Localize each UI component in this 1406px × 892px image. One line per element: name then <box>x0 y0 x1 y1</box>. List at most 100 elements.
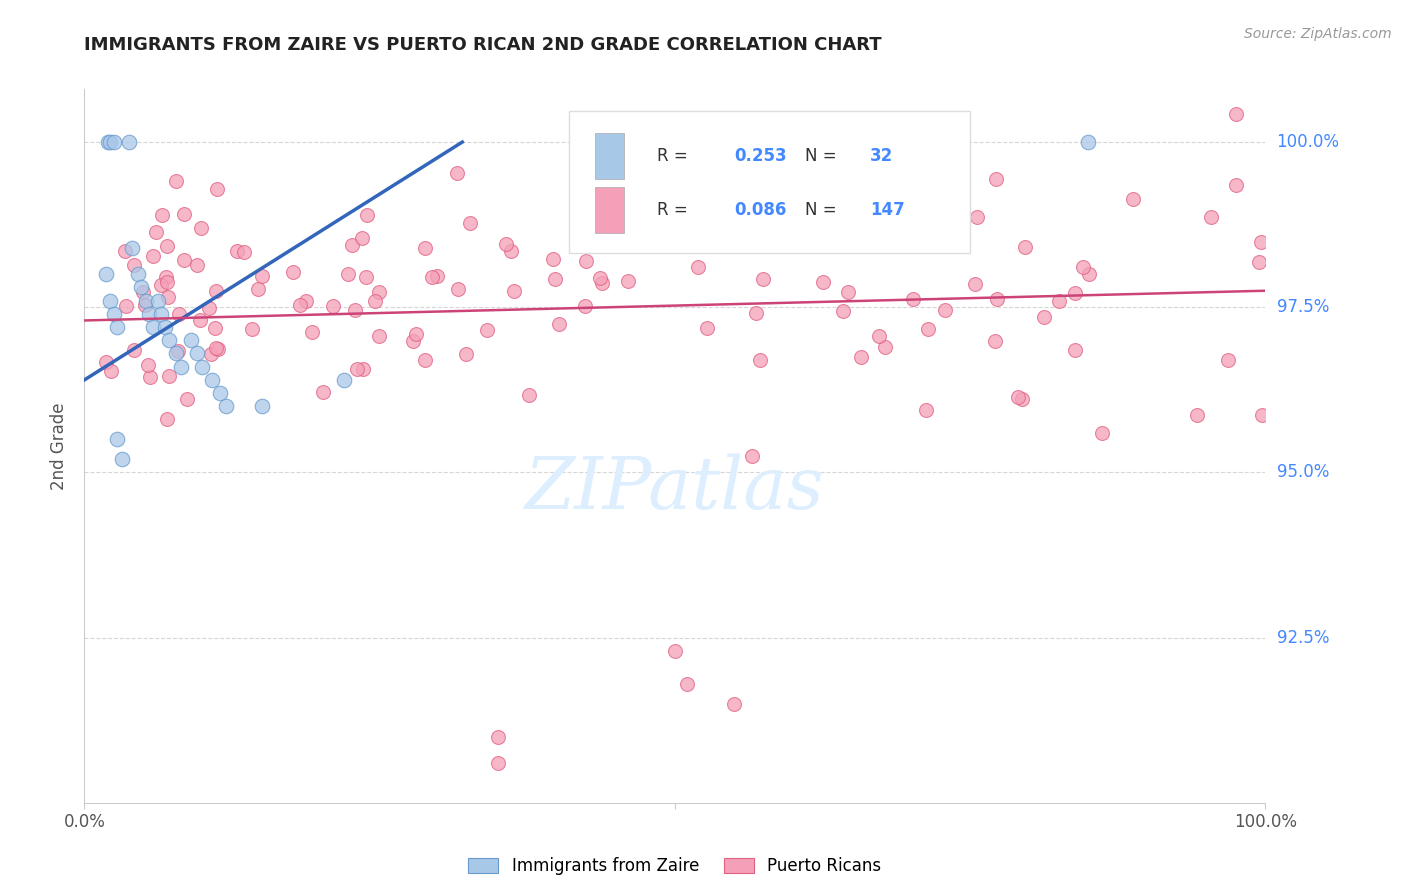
Point <box>723 697 745 711</box>
Point <box>811 179 834 194</box>
Point <box>157 368 180 383</box>
Text: 100.0%: 100.0% <box>1277 133 1340 151</box>
Point <box>1218 353 1240 368</box>
Point <box>1047 294 1070 309</box>
Point <box>173 253 195 268</box>
Text: 32: 32 <box>870 147 893 165</box>
Point <box>984 334 1007 348</box>
Point <box>575 253 598 268</box>
Point <box>186 346 208 360</box>
Point <box>191 359 214 374</box>
Point <box>190 221 212 235</box>
Point <box>986 292 1008 306</box>
Point <box>138 307 160 321</box>
Point <box>215 400 238 414</box>
Point <box>1225 178 1247 193</box>
Point <box>420 270 443 285</box>
Point <box>475 323 498 337</box>
Point <box>1064 343 1087 357</box>
Point <box>934 165 956 179</box>
Point <box>115 299 138 313</box>
Point <box>150 278 173 293</box>
Point <box>301 325 323 339</box>
Text: ZIPatlas: ZIPatlas <box>524 453 825 524</box>
Point <box>111 452 134 467</box>
Point <box>617 274 640 288</box>
Point <box>103 307 125 321</box>
Point <box>322 300 344 314</box>
Point <box>413 353 436 368</box>
Point <box>665 236 688 251</box>
Point <box>1250 235 1272 250</box>
Point <box>250 400 273 414</box>
Point <box>1122 193 1144 207</box>
FancyBboxPatch shape <box>595 187 623 234</box>
Point <box>486 730 509 744</box>
Point <box>240 321 263 335</box>
Point <box>575 180 598 194</box>
Point <box>157 333 180 347</box>
Text: 95.0%: 95.0% <box>1277 464 1329 482</box>
Point <box>107 320 129 334</box>
Point <box>486 756 509 771</box>
Point <box>1011 392 1033 406</box>
Point <box>832 304 855 318</box>
Point <box>155 239 177 253</box>
Point <box>201 373 224 387</box>
Point <box>252 269 274 284</box>
Point <box>1250 408 1272 422</box>
Text: 92.5%: 92.5% <box>1277 629 1329 647</box>
Point <box>180 333 202 347</box>
Point <box>446 166 468 180</box>
Point <box>1007 390 1029 404</box>
Point <box>132 285 155 300</box>
Point <box>915 403 938 417</box>
Point <box>501 244 523 258</box>
Text: N =: N = <box>804 202 842 219</box>
Point <box>458 216 481 230</box>
Point <box>711 188 734 202</box>
Text: 0.253: 0.253 <box>734 147 786 165</box>
Point <box>413 241 436 255</box>
Point <box>122 258 145 272</box>
Point <box>312 384 335 399</box>
Point <box>190 312 212 326</box>
Text: 97.5%: 97.5% <box>1277 298 1329 317</box>
Point <box>875 340 897 354</box>
Point <box>167 307 190 321</box>
Point <box>1014 239 1036 253</box>
Point <box>204 284 226 298</box>
Point <box>336 267 359 281</box>
Text: N =: N = <box>804 147 842 165</box>
Point <box>232 245 254 260</box>
Point <box>447 281 470 295</box>
Point <box>166 344 188 359</box>
Point <box>176 392 198 406</box>
Point <box>354 270 377 285</box>
Point <box>107 433 129 447</box>
Point <box>153 320 176 334</box>
Point <box>136 358 159 372</box>
Point <box>574 299 596 313</box>
Point <box>543 252 565 266</box>
Point <box>150 208 173 222</box>
Point <box>295 294 318 309</box>
Text: R =: R = <box>657 202 693 219</box>
Point <box>207 343 229 357</box>
Point <box>225 244 247 258</box>
Point <box>741 450 763 464</box>
Point <box>984 172 1007 186</box>
Point <box>146 293 169 308</box>
Legend: Immigrants from Zaire, Puerto Ricans: Immigrants from Zaire, Puerto Ricans <box>464 852 886 880</box>
Point <box>333 373 356 387</box>
Point <box>901 292 924 306</box>
Point <box>454 347 477 361</box>
Text: IMMIGRANTS FROM ZAIRE VS PUERTO RICAN 2ND GRADE CORRELATION CHART: IMMIGRANTS FROM ZAIRE VS PUERTO RICAN 2N… <box>84 36 882 54</box>
Point <box>98 135 121 149</box>
Point <box>917 322 939 336</box>
Point <box>932 230 955 244</box>
Point <box>170 359 193 374</box>
Point <box>281 265 304 279</box>
FancyBboxPatch shape <box>595 133 623 179</box>
Point <box>166 346 188 360</box>
